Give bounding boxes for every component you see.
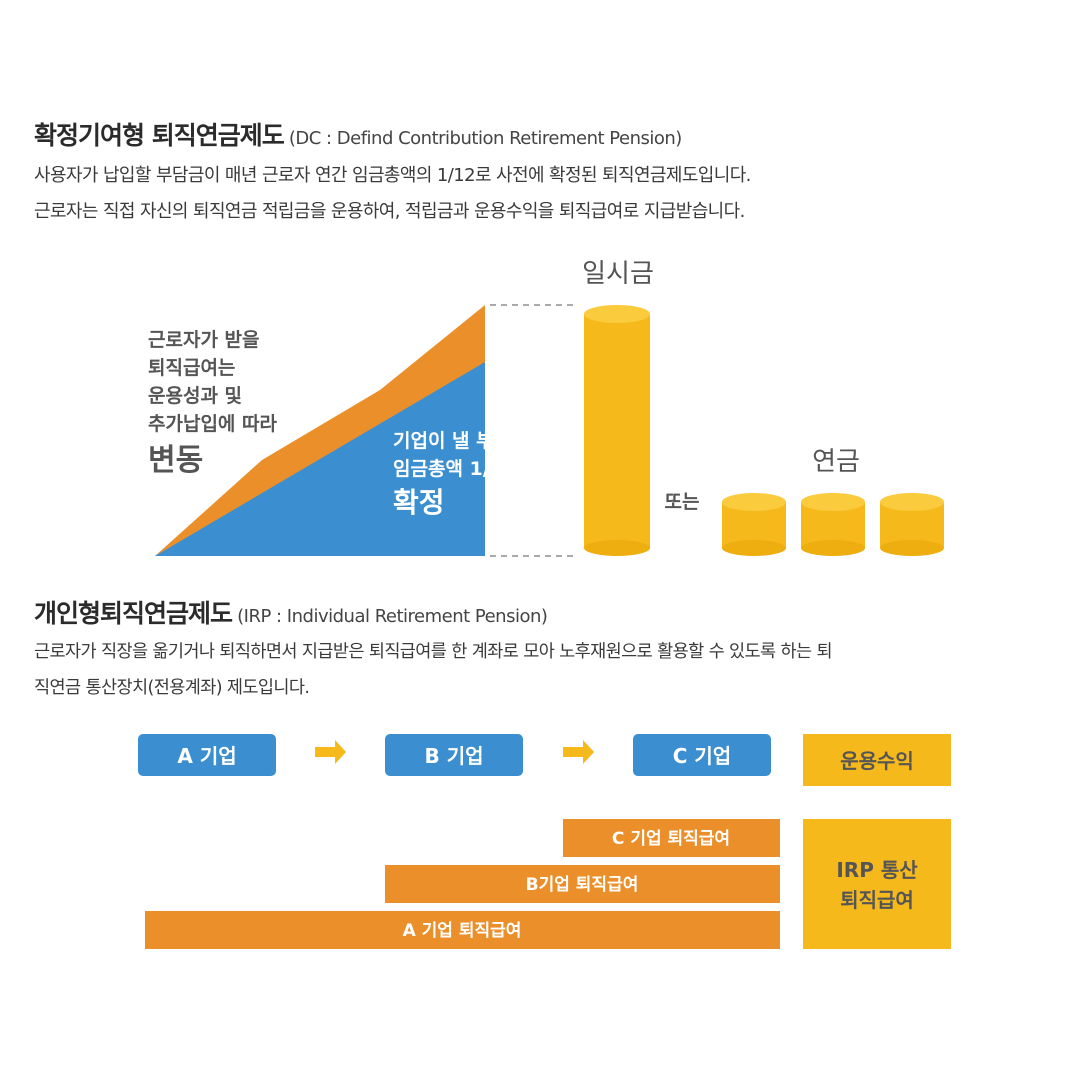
irp-bar-a — [145, 911, 780, 949]
dc-orange-text-2: 퇴직급여는 — [148, 357, 235, 379]
dc-orange-text-3: 운용성과 및 — [148, 385, 242, 407]
dc-description: 사용자가 납입할 부담금이 매년 근로자 연간 임금총액의 1/12로 사전에 … — [34, 158, 751, 230]
irp-company-b-box — [385, 734, 523, 776]
irp-company-c-box — [633, 734, 771, 776]
dc-orange-text-1: 근로자가 받을 — [148, 329, 260, 351]
dc-pension-cylinder-3 — [880, 493, 944, 556]
irp-total-label-1: IRP 통산 — [836, 858, 918, 882]
dc-fixed-area — [155, 362, 485, 556]
dc-or-label: 또는 — [665, 491, 700, 513]
dc-title: 확정기여형 퇴직연금제도 (DC : Defind Contribution R… — [34, 116, 682, 152]
dc-blue-text-2: 임금총액 1/12 — [393, 458, 516, 480]
irp-desc-line-2: 직연금 통산장치(전용계좌) 제도입니다. — [34, 678, 310, 698]
irp-bar-c-label: C 기업 퇴직급여 — [612, 829, 730, 849]
irp-company-a-box — [138, 734, 276, 776]
irp-total-label-2: 퇴직급여 — [840, 888, 914, 912]
dc-title-main: 확정기여형 퇴직연금제도 — [34, 121, 285, 150]
irp-bar-b-label: B기업 퇴직급여 — [526, 875, 639, 895]
irp-investment-return-box — [803, 734, 951, 786]
irp-desc-line-1: 근로자가 직장을 옮기거나 퇴직하면서 지급받은 퇴직급여를 한 계좌로 모아 … — [34, 642, 833, 662]
irp-title-sub: (IRP : Individual Retirement Pension) — [237, 606, 548, 627]
irp-company-a-label: A 기업 — [177, 744, 236, 768]
irp-title: 개인형퇴직연금제도 (IRP : Individual Retirement P… — [34, 594, 548, 630]
dc-orange-text-4: 추가납입에 따라 — [148, 413, 277, 435]
irp-investment-return-label: 운용수익 — [840, 749, 914, 773]
irp-bar-a-label: A 기업 퇴직급여 — [403, 921, 522, 941]
dc-title-sub: (DC : Defind Contribution Retirement Pen… — [288, 128, 683, 149]
dc-lump-label: 일시금 — [582, 259, 654, 289]
irp-total-box — [803, 819, 951, 949]
irp-bar-b — [385, 865, 780, 903]
irp-company-c-label: C 기업 — [673, 744, 731, 768]
dc-blue-text-1: 기업이 낼 부담금은 — [393, 430, 546, 452]
dc-variable-area — [155, 305, 485, 556]
dc-desc-line-1: 사용자가 납입할 부담금이 매년 근로자 연간 임금총액의 1/12로 사전에 … — [34, 165, 751, 186]
dc-pension-label: 연금 — [812, 447, 860, 477]
irp-company-b-label: B 기업 — [424, 744, 483, 768]
irp-arrow-a-to-b — [315, 740, 346, 764]
irp-title-main: 개인형퇴직연금제도 — [34, 599, 233, 628]
dc-blue-text-big: 확정 — [393, 486, 445, 519]
irp-arrow-b-to-c — [563, 740, 594, 764]
irp-description: 근로자가 직장을 옮기거나 퇴직하면서 지급받은 퇴직급여를 한 계좌로 모아 … — [34, 634, 833, 706]
dc-pension-cylinder-2 — [801, 493, 865, 556]
dc-orange-text-big: 변동 — [148, 443, 203, 478]
dc-pension-cylinder-1 — [722, 493, 786, 556]
irp-bar-c — [563, 819, 780, 857]
dc-desc-line-2: 근로자는 직접 자신의 퇴직연금 적립금을 운용하여, 적립금과 운용수익을 퇴… — [34, 201, 745, 222]
dc-lump-cylinder — [584, 305, 650, 556]
